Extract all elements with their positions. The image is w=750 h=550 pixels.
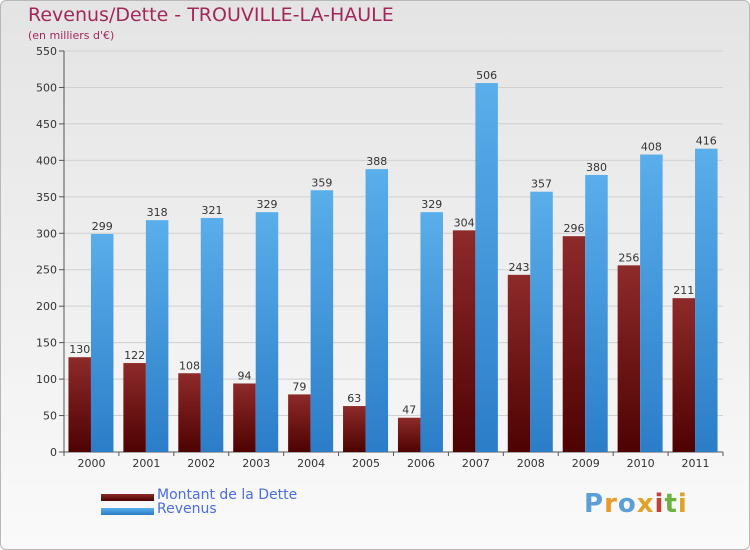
bar-dette-2009 <box>562 236 586 452</box>
ytick-label: 300 <box>36 227 57 240</box>
bar-revenus-2006 <box>420 212 443 452</box>
data-label-revenus-2004: 359 <box>311 176 332 189</box>
ytick-label: 150 <box>36 337 57 350</box>
xtick-label-2009: 2009 <box>572 457 600 470</box>
proxiti-logo: Proxiti <box>584 489 688 519</box>
data-label-dette-2010: 256 <box>618 251 639 264</box>
data-label-dette-2007: 304 <box>454 216 475 229</box>
bar-revenus-2005 <box>365 169 389 452</box>
bar-dette-2000 <box>68 357 91 452</box>
xtick-label-2003: 2003 <box>242 457 270 470</box>
grid-lines <box>64 50 723 453</box>
xtick-label-2000: 2000 <box>77 457 105 470</box>
bar-revenus-2001 <box>145 220 169 452</box>
data-label-dette-2000: 130 <box>69 343 90 356</box>
ytick-label: 0 <box>50 446 57 459</box>
data-label-dette-2008: 243 <box>509 261 530 274</box>
bar-revenus-2008 <box>530 191 553 452</box>
data-label-revenus-2000: 299 <box>92 220 113 233</box>
data-label-dette-2005: 63 <box>347 392 361 405</box>
bar-dette-2006 <box>397 417 421 452</box>
ytick-label: 50 <box>43 410 57 423</box>
ytick-label: 550 <box>36 45 57 58</box>
xtick-label-2007: 2007 <box>462 457 490 470</box>
data-label-revenus-2007: 506 <box>476 69 497 82</box>
bar-revenus-2003 <box>255 212 279 452</box>
xtick-label-2006: 2006 <box>407 457 435 470</box>
data-label-dette-2003: 94 <box>237 369 251 382</box>
data-label-revenus-2005: 388 <box>366 155 387 168</box>
bar-dette-2008 <box>507 274 531 452</box>
ytick-label: 100 <box>36 373 57 386</box>
legend-swatch-debt <box>101 494 154 501</box>
bars <box>68 83 718 453</box>
xtick-label-2004: 2004 <box>297 457 325 470</box>
bar-revenus-2010 <box>640 154 663 452</box>
data-label-revenus-2002: 321 <box>202 204 223 217</box>
ytick-label: 400 <box>36 154 57 167</box>
bar-revenus-2002 <box>200 217 224 452</box>
xtick-label-2001: 2001 <box>132 457 160 470</box>
bar-dette-2011 <box>672 298 696 452</box>
data-label-dette-2009: 296 <box>563 222 584 235</box>
bar-revenus-2000 <box>90 234 114 452</box>
xtick-label-2011: 2011 <box>682 457 710 470</box>
bar-revenus-2011 <box>695 148 718 452</box>
data-label-dette-2002: 108 <box>179 359 200 372</box>
legend-label-revenue: Revenus <box>157 501 217 517</box>
ytick-label: 200 <box>36 300 57 313</box>
ytick-label: 350 <box>36 191 57 204</box>
chart-title: Revenus/Dette - TROUVILLE-LA-HAULE <box>28 4 394 26</box>
xtick-label-2010: 2010 <box>627 457 655 470</box>
legend-swatch-revenue <box>101 508 154 515</box>
bar-revenus-2004 <box>310 190 334 453</box>
data-labels: 130 122 108 94 79 63 47 304 243 296 256 211 299 318 32… <box>69 69 717 417</box>
xtick-label-2008: 2008 <box>517 457 545 470</box>
data-label-revenus-2010: 408 <box>641 141 662 154</box>
data-label-dette-2011: 211 <box>673 284 694 297</box>
data-label-revenus-2001: 318 <box>147 206 168 219</box>
data-label-dette-2004: 79 <box>292 380 306 393</box>
bar-revenus-2007 <box>475 83 498 452</box>
ytick-label: 250 <box>36 264 57 277</box>
bar-dette-2004 <box>288 394 311 452</box>
data-label-revenus-2003: 329 <box>256 198 277 211</box>
bar-dette-2010 <box>617 265 641 452</box>
bar-dette-2007 <box>452 230 476 452</box>
bar-dette-2001 <box>123 363 146 452</box>
data-label-revenus-2008: 357 <box>531 178 552 191</box>
data-label-dette-2001: 122 <box>124 349 145 362</box>
bar-revenus-2009 <box>585 174 608 453</box>
ytick-label: 500 <box>36 81 57 94</box>
data-label-revenus-2006: 329 <box>421 198 442 211</box>
bar-dette-2003 <box>233 383 256 452</box>
ytick-label: 450 <box>36 118 57 131</box>
chart-subtitle: (en milliers d'€) <box>28 29 115 42</box>
xtick-label-2002: 2002 <box>187 457 215 470</box>
bar-dette-2002 <box>178 373 201 452</box>
data-label-revenus-2011: 416 <box>696 135 717 148</box>
legend-label-debt: Montant de la Dette <box>157 487 298 503</box>
data-label-dette-2006: 47 <box>402 404 416 417</box>
data-label-revenus-2009: 380 <box>586 161 607 174</box>
xtick-label-2005: 2005 <box>352 457 380 470</box>
axes: 0 50 100 150 200 250 300 350 400 450 500 550 2000 200… <box>36 45 724 470</box>
bar-dette-2005 <box>343 406 366 452</box>
